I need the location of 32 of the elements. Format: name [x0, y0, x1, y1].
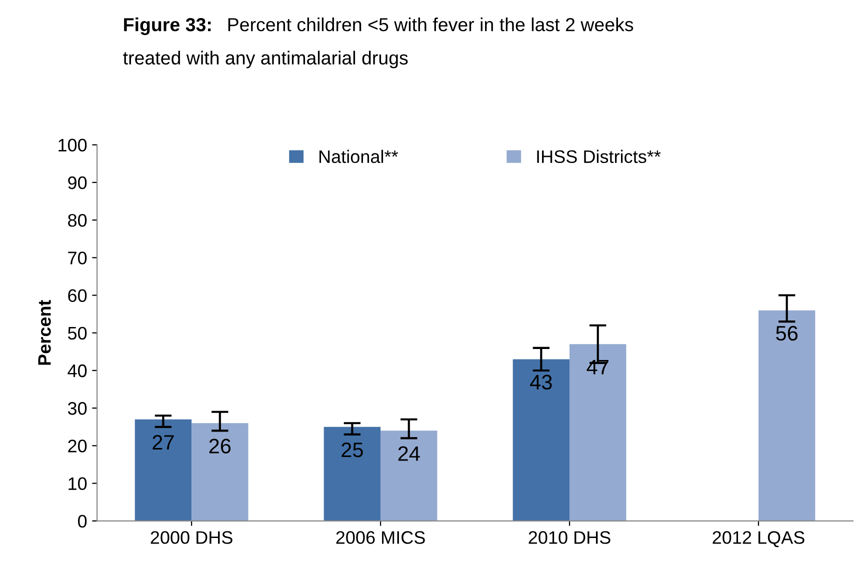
y-tick-label: 70: [68, 252, 87, 264]
data-label: 56: [776, 326, 798, 341]
y-tick-label: 100: [58, 138, 87, 152]
y-tick-label: 40: [68, 364, 87, 378]
data-label: 27: [152, 434, 174, 450]
bar: [512, 359, 570, 521]
bar: [570, 344, 626, 521]
data-label: 24: [398, 446, 420, 461]
data-label: 25: [342, 442, 363, 458]
bar: [324, 426, 381, 521]
legend-label: IHSS Districts**: [537, 150, 661, 164]
y-tick-label: 10: [68, 477, 87, 490]
x-tick-label: 2012 LQAS: [712, 531, 804, 548]
data-label: 43: [530, 374, 552, 390]
chart-title: Figure 33: Percent children <5 with fever in the last 2 weeks treated with any antimalarial drugs: [123, 18, 634, 68]
legend-label: National**: [319, 150, 398, 164]
y-tick-label: 80: [68, 214, 87, 227]
y-tick-label: 50: [68, 326, 87, 340]
bar: [134, 419, 192, 521]
x-tick-label: 2010 DHS: [528, 531, 610, 544]
bar: [380, 430, 438, 521]
bar: [192, 423, 248, 521]
y-tick-label: 90: [68, 176, 87, 190]
y-axis-title: Percent: [38, 300, 51, 365]
y-tick-label: 30: [68, 402, 87, 415]
x-tick-label: 2006 MICS: [336, 531, 425, 544]
y-tick-label: 60: [68, 289, 87, 302]
y-tick-label: 0: [78, 514, 87, 528]
bar: [758, 310, 816, 521]
data-label: 26: [209, 438, 231, 454]
x-tick-label: 2000 DHS: [150, 531, 232, 544]
y-tick-label: 20: [68, 440, 87, 452]
